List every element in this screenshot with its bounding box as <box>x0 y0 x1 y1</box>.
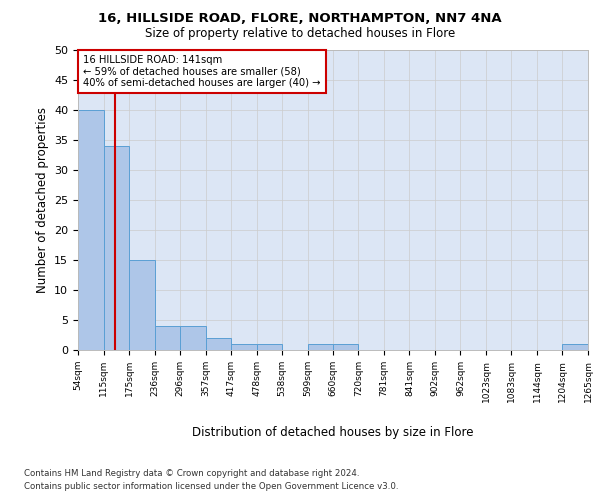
Text: Distribution of detached houses by size in Flore: Distribution of detached houses by size … <box>192 426 474 439</box>
Text: Size of property relative to detached houses in Flore: Size of property relative to detached ho… <box>145 28 455 40</box>
Bar <box>308 344 333 350</box>
Y-axis label: Number of detached properties: Number of detached properties <box>35 107 49 293</box>
Bar <box>562 344 588 350</box>
Text: 16, HILLSIDE ROAD, FLORE, NORTHAMPTON, NN7 4NA: 16, HILLSIDE ROAD, FLORE, NORTHAMPTON, N… <box>98 12 502 26</box>
Bar <box>129 260 155 350</box>
Text: Contains HM Land Registry data © Crown copyright and database right 2024.: Contains HM Land Registry data © Crown c… <box>24 468 359 477</box>
Bar <box>231 344 257 350</box>
Text: 16 HILLSIDE ROAD: 141sqm
← 59% of detached houses are smaller (58)
40% of semi-d: 16 HILLSIDE ROAD: 141sqm ← 59% of detach… <box>83 54 320 88</box>
Bar <box>257 344 282 350</box>
Bar <box>155 326 180 350</box>
Bar <box>180 326 206 350</box>
Bar <box>333 344 358 350</box>
Bar <box>206 338 231 350</box>
Bar <box>78 110 104 350</box>
Text: Contains public sector information licensed under the Open Government Licence v3: Contains public sector information licen… <box>24 482 398 491</box>
Bar <box>104 146 129 350</box>
